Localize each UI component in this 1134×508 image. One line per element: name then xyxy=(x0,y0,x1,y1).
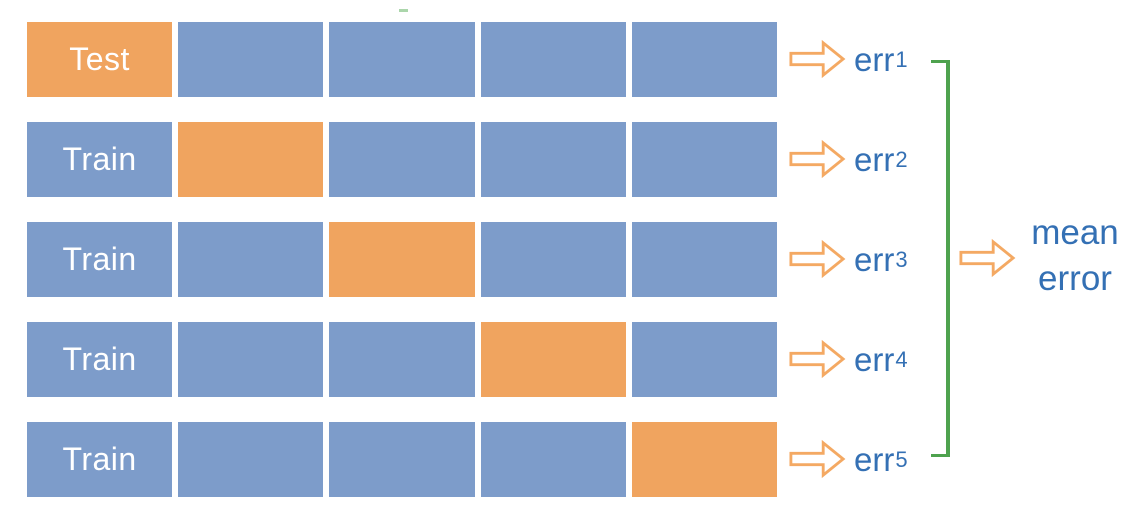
mean-error-line2: error xyxy=(1038,259,1112,298)
err-label: err 1 xyxy=(854,40,908,78)
test-fold-block xyxy=(480,322,626,397)
train-fold-block xyxy=(480,22,626,97)
train-fold-block: Train xyxy=(27,422,173,497)
train-fold-block xyxy=(480,422,626,497)
err-label-base: err xyxy=(854,240,895,278)
block-arrow-right-icon xyxy=(789,139,846,179)
err-label: err 3 xyxy=(854,240,908,278)
mean-error-line1: mean xyxy=(1031,213,1119,252)
err-label: err 4 xyxy=(854,340,908,378)
fold-row-label: Train xyxy=(62,241,137,277)
train-fold-block xyxy=(480,222,626,297)
err-label-base: err xyxy=(854,440,895,478)
fold-row: Train xyxy=(27,222,778,297)
train-fold-block xyxy=(480,122,626,197)
block-arrow-right-icon xyxy=(959,238,1016,278)
train-fold-block xyxy=(178,322,324,397)
test-fold-block xyxy=(329,222,475,297)
block-arrow-right-icon xyxy=(789,339,846,379)
fold-row-label: Test xyxy=(69,41,130,77)
train-fold-block xyxy=(631,322,778,397)
test-fold-block xyxy=(631,422,778,497)
fold-row-label: Train xyxy=(62,341,137,377)
train-fold-block xyxy=(631,122,778,197)
train-fold-block xyxy=(178,222,324,297)
train-fold-block xyxy=(631,222,778,297)
train-fold-block xyxy=(178,22,324,97)
err-label-base: err xyxy=(854,340,895,378)
bracket-line xyxy=(931,60,950,457)
err-label-base: err xyxy=(854,40,895,78)
train-fold-block xyxy=(329,122,475,197)
err-label: err 2 xyxy=(854,140,908,178)
block-arrow-right-icon xyxy=(789,39,846,79)
fold-row: Train xyxy=(27,422,778,497)
fold-row-label: Train xyxy=(62,141,137,177)
fold-row-label: Train xyxy=(62,441,137,477)
test-fold-block: Test xyxy=(27,22,173,97)
fold-row: Train xyxy=(27,122,778,197)
train-fold-block: Train xyxy=(27,222,173,297)
train-fold-block: Train xyxy=(27,122,173,197)
block-arrow-right-icon xyxy=(789,239,846,279)
train-fold-block xyxy=(329,322,475,397)
fold-row: Test xyxy=(27,22,778,97)
fold-row: Train xyxy=(27,322,778,397)
stray-mark xyxy=(399,9,408,12)
block-arrow-right-icon xyxy=(789,439,846,479)
train-fold-block: Train xyxy=(27,322,173,397)
test-fold-block xyxy=(178,122,324,197)
train-fold-block xyxy=(178,422,324,497)
mean-error-label: mean error xyxy=(1016,210,1134,302)
err-label: err 5 xyxy=(854,440,908,478)
train-fold-block xyxy=(329,422,475,497)
train-fold-block xyxy=(329,22,475,97)
train-fold-block xyxy=(631,22,778,97)
err-label-base: err xyxy=(854,140,895,178)
